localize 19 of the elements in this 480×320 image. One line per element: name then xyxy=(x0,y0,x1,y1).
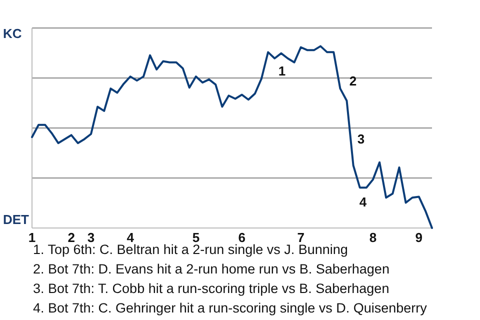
x-tick-label: 3 xyxy=(87,230,95,245)
text: 1. Top 6th: C. Beltran hit a 2-run single vs J. Bunning xyxy=(33,242,348,257)
text: DET xyxy=(3,212,30,227)
text: 2. Bot 7th: D. Evans hit a 2-run home run vs B. Saberhagen xyxy=(33,262,390,276)
text: 3. Bot 7th: T. Cobb hit a run-scoring triple vs B. Saberhagen xyxy=(33,281,390,296)
text: KC xyxy=(3,26,22,41)
annotation: 3 xyxy=(357,131,365,146)
x-tick-label: 9 xyxy=(415,230,422,245)
x-tick-label: 2 xyxy=(68,230,75,245)
x-tick-label: 5 xyxy=(192,230,200,245)
annotation: 2 xyxy=(349,73,357,88)
annotation: 4 xyxy=(359,194,368,210)
x-tick-label: 6 xyxy=(238,230,246,245)
x-tick-label: 4 xyxy=(126,230,135,245)
x-tick-label: 8 xyxy=(369,230,377,245)
x-tick-label: 1 xyxy=(28,230,36,245)
text: 4. Bot 7th: C. Gehringer hit a run-scoring single vs D. Quisenberry xyxy=(33,300,428,316)
x-tick-label: 7 xyxy=(297,230,304,245)
annotation: 1 xyxy=(278,63,286,78)
